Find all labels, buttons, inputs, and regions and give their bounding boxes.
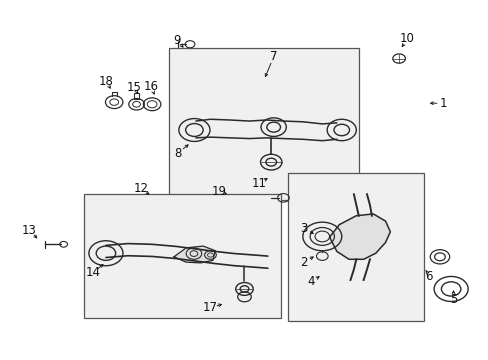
Text: 8: 8 [174,147,181,160]
Bar [84,194,281,318]
Text: 12: 12 [133,183,148,195]
Bar [169,48,358,200]
Text: 7: 7 [269,50,277,63]
Text: 17: 17 [203,301,218,314]
Text: 16: 16 [143,80,158,93]
Polygon shape [174,246,215,263]
Text: 11: 11 [251,177,266,190]
Text: 3: 3 [300,222,307,235]
Text: 1: 1 [439,97,447,110]
Text: 9: 9 [173,34,181,47]
Polygon shape [329,214,389,259]
Text: 4: 4 [307,275,314,288]
Bar [133,93,139,99]
Text: 2: 2 [300,256,307,269]
Text: 6: 6 [425,270,432,283]
Text: 13: 13 [22,224,37,237]
Text: 18: 18 [98,75,113,87]
Text: 15: 15 [126,81,141,94]
Text: 5: 5 [449,293,456,306]
Text: 19: 19 [211,185,226,198]
Bar [287,173,424,321]
Text: 10: 10 [399,32,414,45]
Text: 14: 14 [85,266,100,279]
